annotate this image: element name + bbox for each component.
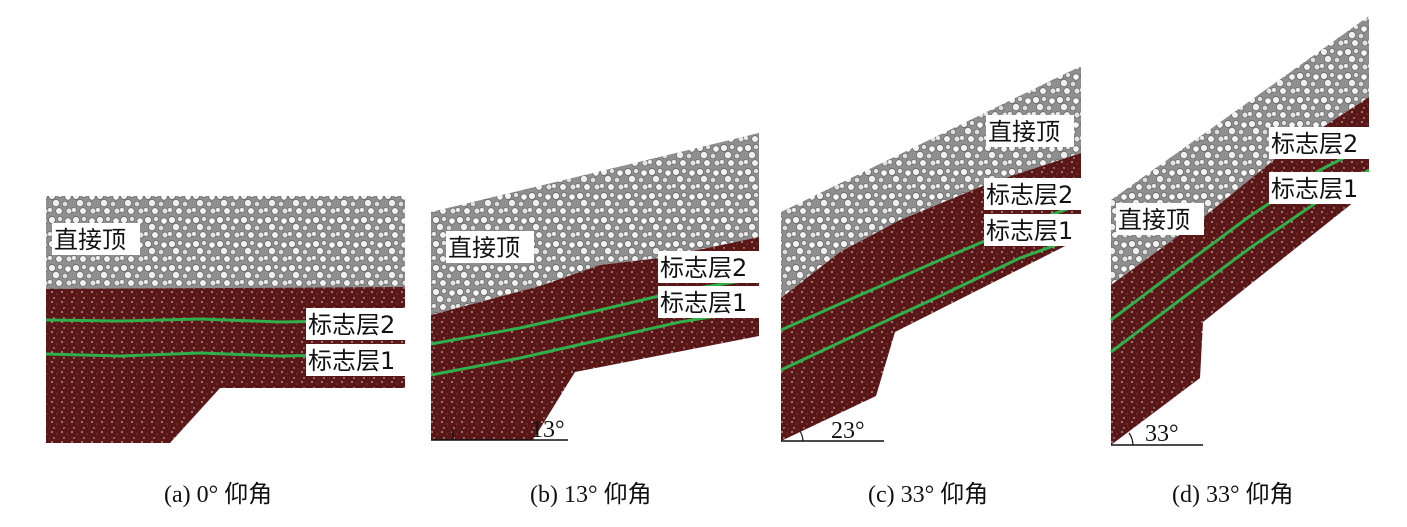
panel-c-roof-label-bg: [986, 115, 1074, 147]
panel-b-roof-label-bg: [446, 231, 534, 263]
panel-b-angle-arc: [451, 429, 454, 441]
panel-b-marker2-label-bg: [658, 251, 760, 283]
panel-b-marker1-label: 标志层1: [660, 289, 747, 317]
panel-a-roof-label: 直接顶: [54, 226, 126, 254]
panel-d-roof-label: 直接顶: [1118, 206, 1190, 234]
panel-b-caption: (b) 13° 仰角: [530, 481, 652, 508]
panel-c-marker2-label: 标志层2: [986, 181, 1073, 209]
panel-a-roof-rock: [46, 196, 405, 289]
panel-d-marker-layer-2: [1110, 143, 1370, 322]
panel-c-roof-label: 直接顶: [988, 118, 1060, 146]
panel-d-marker2-label-bg: [1269, 127, 1371, 159]
panel-c-marker-layer-1: [780, 234, 1082, 372]
panel-c-caption: (c) 33° 仰角: [868, 481, 988, 508]
panel-d-marker1-label-bg: [1269, 172, 1371, 204]
panel-d-caption: (d) 33° 仰角: [1172, 481, 1294, 508]
panel-d-angle-label: 33°: [1145, 421, 1179, 447]
panel-d-roof-label-bg: [1116, 203, 1204, 235]
panel-b-marker1-label-bg: [658, 286, 760, 318]
panel-c: 23° 直接顶 标志层2 标志层1 (c) 33° 仰角: [780, 66, 1086, 508]
panel-c-marker1-label-bg: [984, 214, 1086, 246]
panel-a-roof-label-bg: [52, 223, 140, 255]
panel-b-roof-label: 直接顶: [448, 234, 520, 262]
panel-b-angle-label: 13°: [531, 417, 565, 443]
panel-c-marker2-label-bg: [984, 178, 1086, 210]
panel-a-marker1-label: 标志层1: [308, 347, 395, 375]
panel-c-marker1-label: 标志层1: [986, 217, 1073, 245]
panel-d-angle-arc: [1128, 432, 1134, 446]
panel-b-marker2-label: 标志层2: [660, 254, 747, 282]
panel-a-caption: (a) 0° 仰角: [164, 481, 272, 508]
panel-c-angle-arc: [799, 430, 804, 442]
panel-d-marker1-label: 标志层1: [1271, 175, 1358, 203]
panel-b-roof-rock: [431, 133, 759, 315]
panel-a-marker1-label-bg: [306, 344, 408, 376]
panel-d: 33° 直接顶 标志层2 标志层1 (d) 33° 仰角: [1110, 16, 1371, 508]
panel-a-marker2-label-bg: [306, 308, 408, 340]
panel-a-marker2-label: 标志层2: [308, 311, 395, 339]
panel-b: 13° 直接顶 标志层2 标志层1 (b) 13° 仰角: [430, 133, 760, 508]
panel-a: 直接顶 标志层2 标志层1 (a) 0° 仰角: [45, 196, 408, 508]
panel-d-marker2-label: 标志层2: [1271, 130, 1358, 158]
panel-c-angle-label: 23°: [831, 418, 865, 444]
